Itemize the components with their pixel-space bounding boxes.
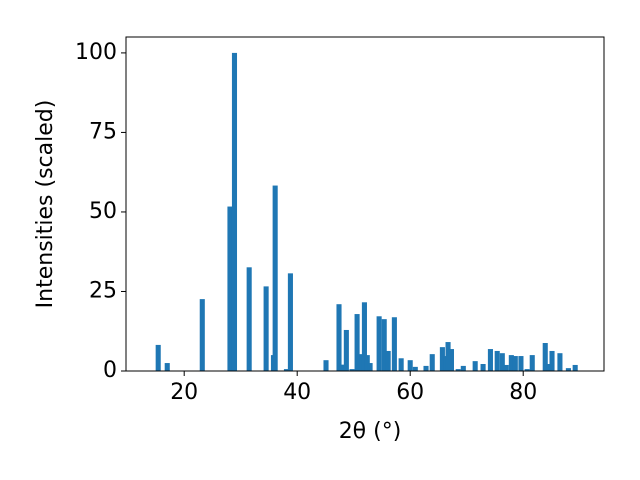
y-tick-label: 75 [89, 119, 117, 144]
bar [381, 319, 387, 371]
bar [398, 358, 404, 371]
bar [542, 343, 548, 371]
bar [529, 355, 535, 371]
bar [512, 356, 518, 371]
bar [246, 267, 252, 371]
bar [455, 369, 461, 371]
bar [549, 350, 555, 371]
bar [429, 354, 435, 371]
bar [487, 349, 493, 371]
y-tick-label: 0 [103, 358, 117, 383]
bar [361, 302, 367, 371]
plot-frame [125, 36, 605, 372]
bar [445, 342, 451, 371]
bar [460, 365, 466, 371]
bar [199, 299, 205, 371]
y-axis-label: Intensities (scaled) [33, 100, 58, 309]
y-tick-label: 50 [89, 199, 117, 224]
y-tick-label: 100 [75, 40, 117, 65]
bar [339, 364, 345, 371]
x-tick-label: 40 [283, 380, 311, 405]
bar [407, 360, 413, 371]
bar [364, 355, 370, 371]
bar [565, 368, 571, 371]
x-tick-label: 20 [170, 380, 198, 405]
bar [227, 206, 233, 371]
bar [354, 314, 360, 371]
bar [499, 353, 505, 371]
bar [349, 369, 355, 371]
y-tick-label: 25 [89, 278, 117, 303]
bar [412, 366, 418, 371]
bar [572, 364, 578, 371]
bar [358, 354, 364, 371]
bar [439, 347, 445, 371]
bar [518, 356, 524, 371]
bar [391, 317, 397, 371]
bar [287, 273, 293, 371]
bar [448, 349, 454, 371]
bar [376, 316, 382, 371]
bar [494, 350, 500, 371]
bar [503, 364, 509, 371]
x-tick-label: 60 [396, 380, 424, 405]
bar [557, 353, 563, 371]
bar [546, 364, 552, 371]
bar [508, 355, 514, 371]
bar [272, 185, 278, 371]
bar [263, 286, 269, 371]
bar [480, 364, 486, 371]
bar [231, 52, 238, 372]
bar [367, 363, 373, 371]
bar [283, 369, 290, 371]
x-tick-label: 80 [509, 380, 537, 405]
bar [343, 329, 349, 371]
bar [385, 350, 391, 371]
bar [155, 344, 161, 371]
bar [164, 363, 170, 371]
x-axis-label: 2θ (°) [339, 419, 402, 444]
bar [472, 361, 478, 371]
bar [336, 304, 342, 371]
bar [423, 365, 429, 371]
bar [323, 360, 329, 371]
bar [524, 369, 530, 371]
